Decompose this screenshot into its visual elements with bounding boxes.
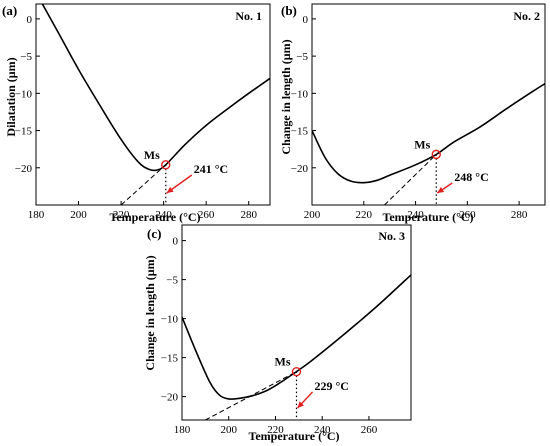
x-tick-label-a: 260 bbox=[198, 209, 215, 221]
y-tick-label-a: 0 bbox=[27, 14, 33, 26]
ms-label-b: Ms bbox=[414, 137, 430, 151]
panel-title-c: No. 3 bbox=[378, 229, 405, 243]
dilatation-curve-c bbox=[182, 274, 411, 400]
panel-letter-c: (c) bbox=[147, 226, 161, 241]
y-tick-label-a: −15 bbox=[15, 126, 33, 138]
x-axis-label-c: Temperature (°C) bbox=[248, 429, 339, 443]
panel-title-a: No. 1 bbox=[235, 9, 262, 23]
plot-frame-b bbox=[311, 3, 546, 206]
ms-point-marker-a bbox=[161, 160, 171, 170]
x-tick-label-b: 220 bbox=[356, 209, 373, 221]
plot-frame-a bbox=[35, 3, 271, 206]
x-tick-label-b: 280 bbox=[511, 209, 528, 221]
x-axis-label-b: Temperature (°C) bbox=[382, 210, 473, 224]
x-tick-label-b: 200 bbox=[304, 209, 321, 221]
y-tick-label-b: −10 bbox=[291, 88, 309, 100]
y-tick-label-c: −15 bbox=[161, 353, 179, 365]
panel-letter-b: (b) bbox=[281, 3, 297, 18]
panel-b: (b) No. 2 Temperature (°C) Change in len… bbox=[279, 3, 546, 224]
y-tick-label-b: −5 bbox=[296, 51, 308, 63]
y-tick-label-b: 0 bbox=[303, 14, 309, 26]
panel-c: (c) No. 3 Temperature (°C) Change in len… bbox=[143, 224, 412, 443]
ms-temperature-label-a: 241 °C bbox=[194, 162, 228, 176]
ms-arrow-head-c bbox=[297, 401, 305, 408]
y-tick-label-a: −20 bbox=[15, 163, 33, 175]
y-tick-label-a: −5 bbox=[20, 51, 32, 63]
x-tick-label-c: 220 bbox=[267, 424, 284, 436]
x-axis-label-a: Temperature (°C) bbox=[109, 210, 200, 224]
x-tick-label-c: 260 bbox=[361, 424, 378, 436]
ms-label-a: Ms bbox=[144, 148, 160, 162]
y-tick-label-c: 0 bbox=[173, 236, 179, 248]
x-tick-label-c: 240 bbox=[314, 424, 331, 436]
x-tick-label-b: 240 bbox=[407, 209, 424, 221]
x-tick-label-a: 200 bbox=[70, 209, 87, 221]
x-tick-label-a: 220 bbox=[113, 209, 130, 221]
x-tick-label-a: 240 bbox=[155, 209, 172, 221]
tangent-line-b bbox=[384, 154, 437, 205]
y-axis-label-b: Change in length (μm) bbox=[279, 39, 293, 154]
x-tick-label-a: 180 bbox=[28, 209, 45, 221]
dilatation-curve-b bbox=[312, 82, 545, 184]
y-tick-label-a: −10 bbox=[15, 88, 33, 100]
y-tick-label-b: −20 bbox=[291, 163, 309, 175]
ms-temperature-label-c: 229 °C bbox=[315, 379, 349, 393]
ms-point-marker-b bbox=[431, 149, 441, 160]
ms-temperature-label-b: 248 °C bbox=[454, 170, 488, 184]
ms-point-marker-c bbox=[291, 366, 302, 377]
tangent-line-a bbox=[120, 164, 167, 205]
panel-title-b: No. 2 bbox=[513, 9, 540, 23]
ms-label-c: Ms bbox=[275, 355, 291, 369]
dilatation-curve-a bbox=[41, 4, 270, 172]
panel-a: (a) No. 1 Temperature (°C) Dilatation (μ… bbox=[2, 3, 271, 224]
y-tick-label-b: −15 bbox=[291, 126, 309, 138]
ms-arrow-head-a bbox=[166, 186, 174, 193]
x-tick-label-a: 280 bbox=[240, 209, 257, 221]
panel-letter-a: (a) bbox=[2, 3, 17, 18]
tangent-line-c bbox=[205, 371, 297, 420]
y-tick-label-c: −10 bbox=[161, 314, 179, 326]
ms-arrow-head-b bbox=[437, 186, 445, 193]
y-axis-label-c: Change in length (μm) bbox=[143, 255, 157, 370]
y-axis-label-a: Dilatation (μm) bbox=[4, 57, 18, 136]
x-tick-label-b: 260 bbox=[459, 209, 476, 221]
x-tick-label-c: 200 bbox=[220, 424, 237, 436]
y-tick-label-c: −20 bbox=[161, 392, 179, 404]
y-tick-label-c: −5 bbox=[166, 275, 178, 287]
x-tick-label-c: 180 bbox=[174, 424, 191, 436]
